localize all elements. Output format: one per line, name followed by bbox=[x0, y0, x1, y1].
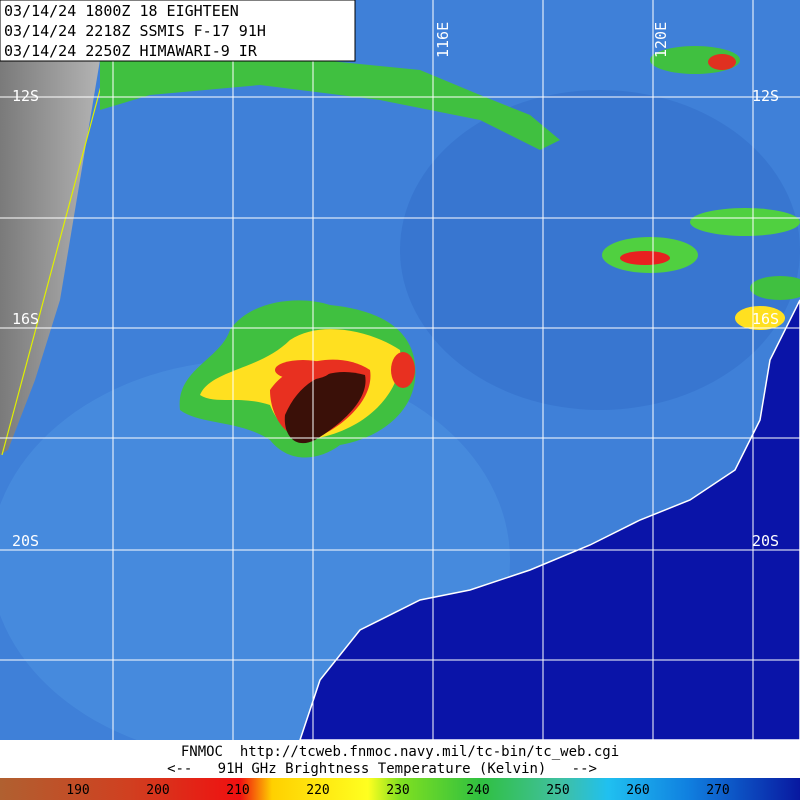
colorbar-label: 230 bbox=[386, 783, 409, 798]
colorbar-label: 270 bbox=[706, 783, 729, 798]
lat-label: 20S bbox=[752, 532, 779, 550]
swath-edge bbox=[1, 59, 109, 456]
cloud bbox=[750, 276, 800, 300]
header-line: 03/14/24 2250Z HIMAWARI-9 IR bbox=[4, 42, 258, 60]
graticule bbox=[0, 0, 800, 740]
ir-strip bbox=[0, 0, 108, 455]
colorbar-label: 210 bbox=[226, 783, 249, 798]
colorbar-labels: 190 200 210 220 230 240 250 260 270 bbox=[66, 783, 729, 798]
lat-label: 12S bbox=[12, 87, 39, 105]
lat-label: 16S bbox=[752, 310, 779, 328]
cloud-core bbox=[708, 54, 736, 70]
footer-source: FNMOC http://tcweb.fnmoc.navy.mil/tc-bin… bbox=[181, 744, 619, 760]
header-line: 03/14/24 2218Z SSMIS F-17 91H bbox=[4, 22, 266, 40]
colorbar-label: 240 bbox=[466, 783, 489, 798]
colorbar-label: 260 bbox=[626, 783, 649, 798]
lat-label: 16S bbox=[12, 310, 39, 328]
cloud-band bbox=[100, 50, 560, 150]
ocean-texture bbox=[400, 90, 800, 410]
header-box bbox=[0, 0, 356, 62]
lat-label: 12S bbox=[752, 87, 779, 105]
storm bbox=[179, 300, 416, 458]
colorbar-label: 190 bbox=[66, 783, 89, 798]
land bbox=[298, 299, 800, 741]
cloud-core bbox=[620, 251, 670, 265]
lon-label: 116E bbox=[434, 22, 452, 58]
footer bbox=[0, 740, 800, 778]
colorbar-label: 220 bbox=[306, 783, 329, 798]
colorbar bbox=[0, 778, 800, 800]
lat-label: 20S bbox=[12, 532, 39, 550]
footer-caption: <-- 91H GHz Brightness Temperature (Kelv… bbox=[167, 761, 597, 777]
cloud bbox=[690, 208, 800, 236]
colorbar-label: 250 bbox=[546, 783, 569, 798]
map-image: 12S 12S 16S 16S 20S 20S 116E 120E bbox=[0, 0, 800, 760]
cloud bbox=[735, 306, 785, 330]
lon-label: 120E bbox=[652, 22, 670, 58]
header-line: 03/14/24 1800Z 18 EIGHTEEN bbox=[4, 2, 239, 20]
colorbar-label: 200 bbox=[146, 783, 169, 798]
